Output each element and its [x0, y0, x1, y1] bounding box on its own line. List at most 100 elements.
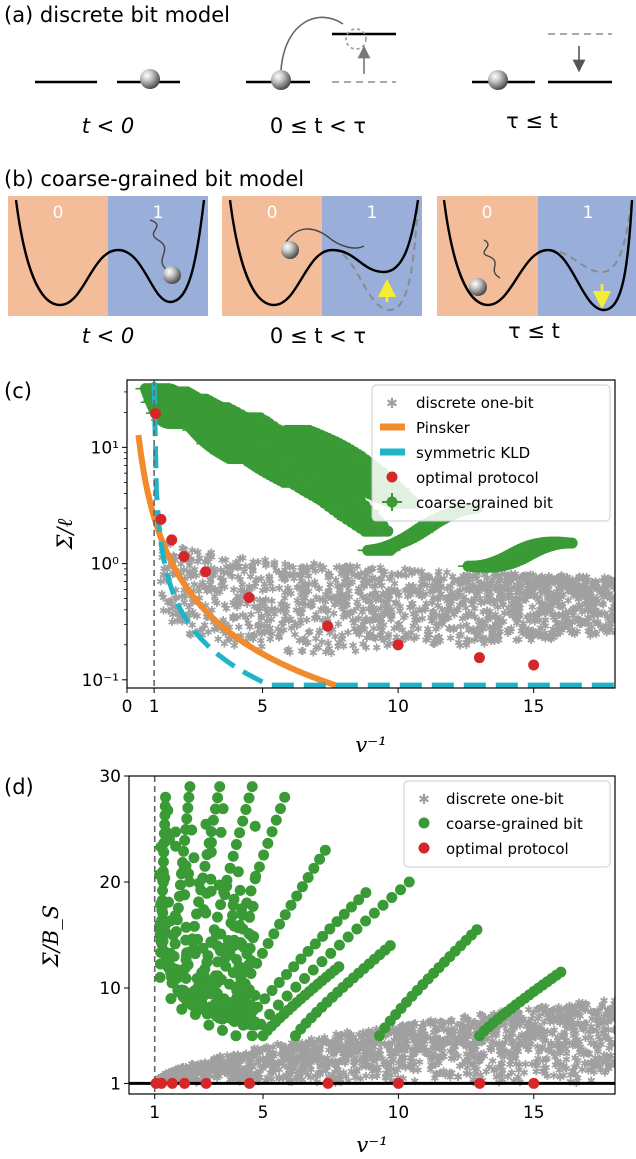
discrete-point: ✱	[306, 596, 315, 609]
x-tick-label: 0	[122, 697, 133, 717]
target-ghost-ball	[346, 29, 366, 49]
panel-d-label: (d)	[4, 775, 34, 799]
discrete-point: ✱	[446, 632, 455, 645]
discrete-point: ✱	[372, 611, 381, 624]
y-tick-label: 10⁻¹	[82, 671, 119, 691]
x-tick-label: 5	[257, 697, 268, 717]
legend-label-pinsker: Pinsker	[416, 419, 471, 437]
legend-marker-discrete: ✱	[386, 396, 398, 412]
discrete-point: ✱	[586, 629, 595, 642]
caption-tau-le-t: τ ≤ t	[508, 319, 560, 343]
discrete-point: ✱	[462, 610, 471, 623]
x-tick-label: 1	[149, 697, 160, 717]
caption-0-le-t-lt-tau: 0 ≤ t < τ	[270, 324, 366, 348]
discrete-point: ✱	[594, 609, 603, 622]
chart-d: (d) ✱✱✱✱✱✱✱✱✱✱✱✱✱✱✱✱✱✱✱✱✱ ✱✱ ✱✱ ✱✱ ✱ ✱✱✱✱✱✱✱✱…	[4, 767, 620, 1157]
discrete-point: ✱	[258, 597, 267, 610]
discrete-point: ✱	[407, 568, 416, 581]
discrete-point: ✱	[464, 573, 473, 586]
legend-label-coarse: coarse-grained bit	[416, 494, 553, 512]
discrete-point: ✱	[283, 645, 292, 658]
optimal-point	[474, 652, 485, 663]
well-1-label: 1	[153, 203, 164, 223]
discrete-point: ✱	[563, 615, 572, 628]
discrete-point: ✱	[593, 595, 602, 608]
potential-frame-1: 0 1	[8, 196, 208, 316]
discrete-point: ✱	[339, 640, 348, 653]
well-0-label: 0	[267, 203, 278, 223]
discrete-point: ✱	[248, 561, 257, 574]
discrete-point: ✱	[276, 604, 285, 617]
discrete-point: ✱	[548, 608, 557, 621]
discrete-point: ✱	[512, 634, 521, 647]
discrete-point: ✱	[371, 594, 380, 607]
panel-b: (b) coarse-grained bit model 0 1 0 1	[4, 167, 636, 348]
discrete-point: ✱	[323, 604, 332, 617]
well-1-label: 1	[367, 203, 378, 223]
discrete-point: ✱	[299, 562, 308, 575]
discrete-point: ✱	[192, 570, 201, 583]
x-tick-label: 10	[387, 697, 409, 717]
y-tick-label: 10⁰	[91, 555, 120, 575]
optimal-point	[200, 566, 211, 577]
well-0-label: 0	[482, 203, 493, 223]
caption-t-lt-0: t < 0	[82, 114, 135, 138]
discrete-point: ✱	[581, 616, 590, 629]
discrete-point: ✱	[554, 621, 563, 634]
optimal-point	[166, 534, 177, 545]
discrete-point: ✱	[461, 594, 470, 607]
legend-marker-optimal	[387, 472, 398, 483]
discrete-point: ✱	[552, 593, 561, 606]
discrete-point: ✱	[328, 592, 337, 605]
legend-label-discrete: discrete one-bit	[416, 394, 534, 412]
discrete-point: ✱	[583, 574, 592, 587]
legend-marker-coarse	[387, 497, 398, 508]
discrete-point: ✱	[428, 580, 437, 593]
discrete-point: ✱	[305, 578, 314, 591]
discrete-point: ✱	[283, 587, 292, 600]
discrete-point: ✱	[188, 606, 197, 619]
discrete-point: ✱	[298, 603, 307, 616]
discrete-point: ✱	[544, 576, 553, 589]
potential-frame-3: 0 1	[437, 196, 636, 316]
discrete-point: ✱	[303, 636, 312, 649]
discrete-point: ✱	[284, 560, 293, 573]
discrete-point: ✱	[256, 635, 265, 648]
chart-c: (c) ✱✱✱✱✱✱✱ ✱✱✱✱✱✱✱✱✱✱✱✱✱✱✱✱✱✱✱✱✱✱✱✱✱✱✱✱✱…	[4, 379, 619, 757]
discrete-point: ✱	[228, 596, 237, 609]
discrete-point: ✱	[333, 580, 342, 593]
x-tick-label: 15	[523, 697, 545, 717]
discrete-point: ✱	[228, 561, 237, 574]
discrete-point: ✱	[512, 601, 521, 614]
particle-ball	[281, 241, 299, 259]
discrete-point: ✱	[467, 625, 476, 638]
discrete-point: ✱	[442, 592, 451, 605]
discrete-point: ✱	[541, 620, 550, 633]
optimal-point	[178, 551, 189, 562]
discrete-point: ✱	[352, 626, 361, 639]
panel-c-label: (c)	[4, 379, 32, 403]
particle-ball	[488, 70, 508, 90]
chart-c-ylabel: Σ/ℓ	[53, 518, 77, 550]
discrete-point: ✱	[168, 616, 177, 629]
discrete-point: ✱	[512, 573, 521, 586]
discrete-point: ✱	[234, 621, 243, 634]
discrete-point: ✱	[481, 583, 490, 596]
discrete-point: ✱	[524, 570, 533, 583]
optimal-point	[244, 592, 255, 603]
discrete-point: ✱	[529, 612, 538, 625]
discrete-point: ✱	[344, 564, 353, 577]
chart-c-legend: ✱ discrete one-bit Pinsker symmetric KLD…	[372, 385, 610, 521]
discrete-point: ✱	[157, 588, 166, 601]
discrete-point: ✱	[401, 584, 410, 597]
well-0-label: 0	[53, 203, 64, 223]
discrete-point: ✱	[425, 629, 434, 642]
optimal-point	[150, 408, 161, 419]
panel-a-label: (a) discrete bit model	[4, 3, 230, 27]
well-1-label: 1	[583, 203, 594, 223]
potential-frame-2: 0 1	[222, 196, 422, 316]
discrete-point: ✱	[281, 573, 290, 586]
discrete-point: ✱	[494, 573, 503, 586]
discrete-point: ✱	[380, 589, 389, 602]
particle-ball	[469, 278, 487, 296]
